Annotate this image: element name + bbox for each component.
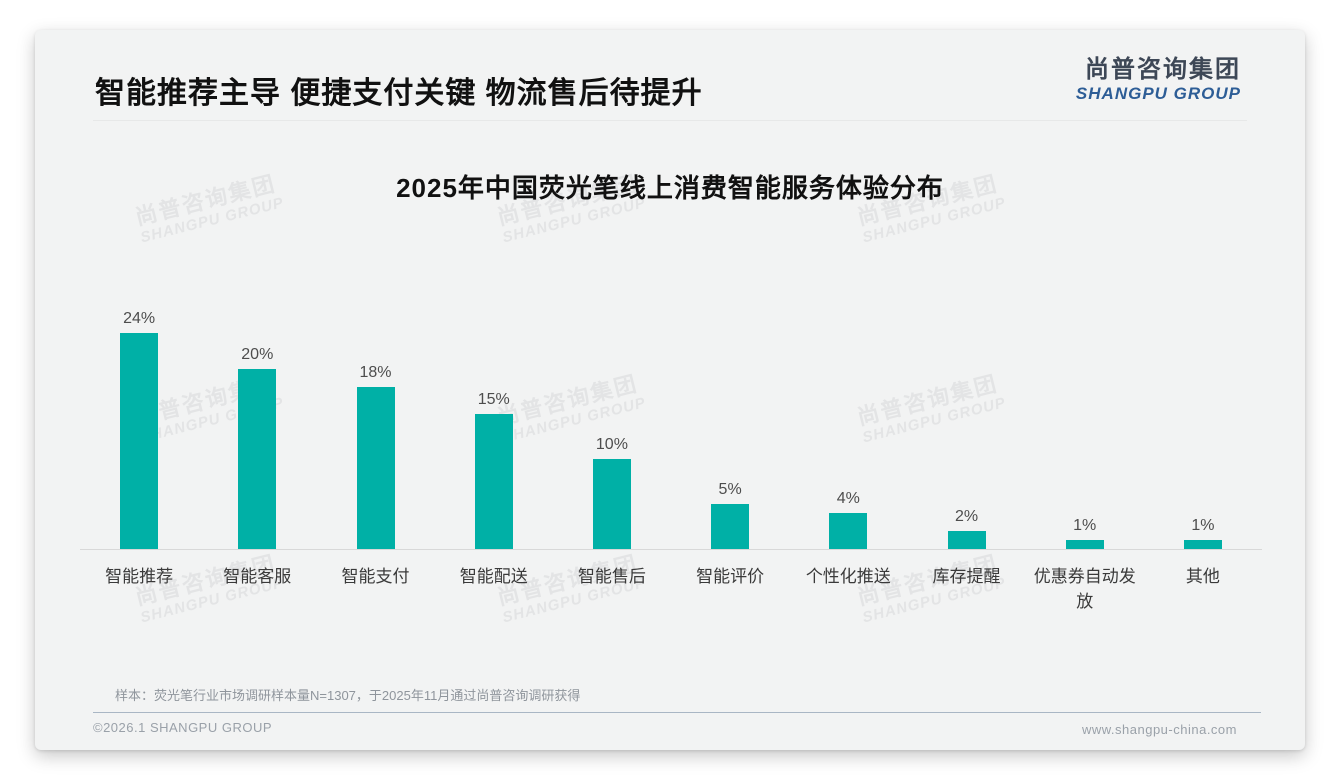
bar-value-label: 1% bbox=[1191, 517, 1215, 534]
company-logo: 尚普咨询集团 SHANGPU GROUP bbox=[1076, 56, 1241, 103]
bar-slot: 20% bbox=[198, 289, 316, 549]
category-label: 个性化推送 bbox=[805, 567, 891, 586]
bar-value-label: 10% bbox=[595, 436, 628, 453]
website-url: www.shangpu-china.com bbox=[1081, 722, 1237, 737]
bar bbox=[592, 459, 631, 549]
bar-value-label: 4% bbox=[836, 490, 860, 507]
bar bbox=[1065, 540, 1104, 549]
logo-en-text: SHANGPU GROUP bbox=[1075, 83, 1241, 103]
category-label: 智能售后 bbox=[577, 567, 646, 586]
bar-slot: 5% bbox=[671, 289, 789, 549]
bars-container: 24% 20% 18% 15% 10% 5% 4% 2% 1% 1% bbox=[80, 289, 1262, 549]
bar-slot: 15% bbox=[435, 289, 553, 549]
bar bbox=[711, 504, 750, 549]
bar-slot: 10% bbox=[553, 289, 671, 549]
category-label: 智能客服 bbox=[223, 567, 292, 586]
bar bbox=[120, 333, 159, 549]
footer-divider bbox=[93, 712, 1261, 713]
bar-value-label: 2% bbox=[954, 508, 979, 525]
category-label: 智能推荐 bbox=[105, 567, 174, 586]
category-label: 智能配送 bbox=[459, 567, 528, 586]
bar-value-label: 15% bbox=[477, 391, 510, 408]
bar-value-label: 1% bbox=[1073, 517, 1097, 534]
category-label: 优惠券自动发放 bbox=[1033, 567, 1136, 611]
bar bbox=[474, 414, 513, 549]
bar bbox=[238, 369, 277, 549]
bar-chart: 24% 20% 18% 15% 10% 5% 4% 2% 1% 1% 智能推荐 智能客服 智能支付 智能… bbox=[80, 289, 1262, 612]
title-divider bbox=[93, 120, 1247, 121]
source-note: 样本：荧光笔行业市场调研样本量N=1307，于2025年11月通过尚普咨询调研获… bbox=[115, 688, 581, 703]
bar-slot: 1% bbox=[1144, 289, 1262, 549]
slide-title: 智能推荐主导 便捷支付关键 物流售后待提升 bbox=[95, 77, 703, 110]
category-label: 智能支付 bbox=[341, 567, 410, 586]
logo-cn-text: 尚普咨询集团 bbox=[1085, 56, 1241, 83]
bar-value-label: 24% bbox=[123, 310, 156, 327]
bar-slot: 4% bbox=[789, 289, 907, 549]
bar-value-label: 5% bbox=[718, 481, 742, 498]
bar-slot: 1% bbox=[1026, 289, 1144, 549]
x-axis-line bbox=[80, 549, 1262, 550]
bar-slot: 2% bbox=[907, 289, 1025, 549]
bar bbox=[947, 531, 986, 549]
bar-value-label: 18% bbox=[359, 364, 392, 381]
category-label: 其他 bbox=[1185, 567, 1220, 586]
bar bbox=[829, 513, 868, 549]
category-label: 智能评价 bbox=[696, 567, 765, 586]
bar-value-label: 20% bbox=[241, 346, 274, 363]
category-label: 库存提醒 bbox=[932, 567, 1001, 586]
slide: 尚普咨询集团 SHANGPU GROUP 尚普咨询集团 SHANGPU GROUP 尚普… bbox=[35, 30, 1305, 750]
bar-slot: 18% bbox=[316, 289, 434, 549]
chart-title: 2025年中国荧光笔线上消费智能服务体验分布 bbox=[396, 173, 944, 203]
bar bbox=[356, 387, 395, 549]
copyright-text: ©2026.1 SHANGPU GROUP bbox=[93, 720, 273, 735]
bar bbox=[1183, 540, 1222, 549]
bar-slot: 24% bbox=[80, 289, 198, 549]
category-labels-row: 智能推荐 智能客服 智能支付 智能配送 智能售后 智能评价 个性化推送 库存提醒 优惠券自动发放… bbox=[80, 562, 1262, 612]
